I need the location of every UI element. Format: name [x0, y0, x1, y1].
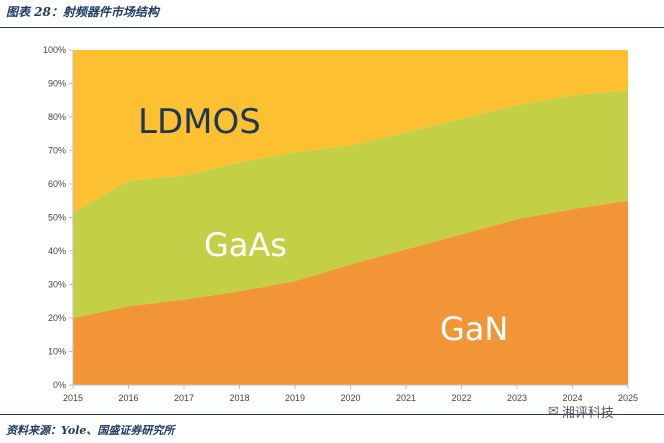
watermark-text: 湘评科技 — [561, 406, 614, 421]
x-tick-label: 2015 — [63, 393, 83, 403]
area-gaas — [73, 90, 628, 318]
area-ldmos — [73, 50, 628, 213]
source-note: 资料来源：Yole、国盛证券研究所 — [6, 424, 175, 437]
y-tick-label: 50% — [48, 213, 66, 223]
y-tick-label: 60% — [48, 179, 66, 189]
y-tick-label: 40% — [48, 246, 66, 256]
figure-caption: 图表 28：射频器件市场结构 — [6, 5, 159, 19]
y-tick-label: 100% — [43, 45, 66, 55]
footer-divider — [0, 414, 664, 415]
y-tick-label: 10% — [48, 347, 66, 357]
x-tick-label: 2018 — [229, 393, 249, 403]
series-label-gaas: GaAs — [204, 226, 287, 264]
series-label-ldmos: LDMOS — [138, 102, 261, 142]
series-label-gan: GaN — [440, 310, 508, 348]
watermark: ✉ 湘评科技 — [548, 402, 614, 421]
x-tick-label: 2022 — [451, 393, 471, 403]
x-tick-label: 2017 — [174, 393, 194, 403]
chart-axes: 0% 10% 20% 30% 40% 50% 60% 70% 80% 90% 100% 2015 201… — [43, 45, 638, 403]
y-tick-label: 80% — [48, 112, 66, 122]
x-tick-label: 2024 — [562, 393, 582, 403]
caption-divider — [0, 27, 664, 28]
x-tick-label: 2023 — [507, 393, 527, 403]
y-tick-label: 90% — [48, 79, 66, 89]
series-areas — [73, 50, 628, 385]
x-tick-label: 2020 — [340, 393, 360, 403]
wechat-icon: ✉ — [548, 404, 559, 419]
y-tick-label: 20% — [48, 313, 66, 323]
y-tick-label: 70% — [48, 146, 66, 156]
x-tick-label: 2021 — [396, 393, 416, 403]
x-tick-label: 2019 — [285, 393, 305, 403]
y-tick-label: 0% — [53, 380, 66, 390]
y-tick-label: 30% — [48, 280, 66, 290]
area-gan — [73, 200, 628, 385]
x-tick-label: 2016 — [118, 393, 138, 403]
x-tick-label: 2025 — [618, 393, 638, 403]
